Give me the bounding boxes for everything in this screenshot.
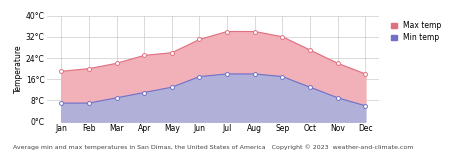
Point [306,49,314,51]
Point [85,67,92,70]
Point [362,105,369,107]
Point [251,30,258,33]
Point [251,73,258,75]
Legend: Max temp, Min temp: Max temp, Min temp [390,19,442,44]
Point [57,70,65,73]
Point [57,102,65,104]
Text: Average min and max temperatures in San Dimas, the United States of America   Co: Average min and max temperatures in San … [13,144,413,150]
Point [279,75,286,78]
Point [334,62,341,65]
Point [113,97,120,99]
Point [85,102,92,104]
Point [223,73,231,75]
Point [196,38,203,41]
Point [113,62,120,65]
Point [168,51,175,54]
Point [196,75,203,78]
Point [279,36,286,38]
Point [362,73,369,75]
Point [334,97,341,99]
Point [140,54,148,57]
Point [306,86,314,88]
Point [140,91,148,94]
Point [223,30,231,33]
Y-axis label: Temperature: Temperature [14,44,23,93]
Point [168,86,175,88]
